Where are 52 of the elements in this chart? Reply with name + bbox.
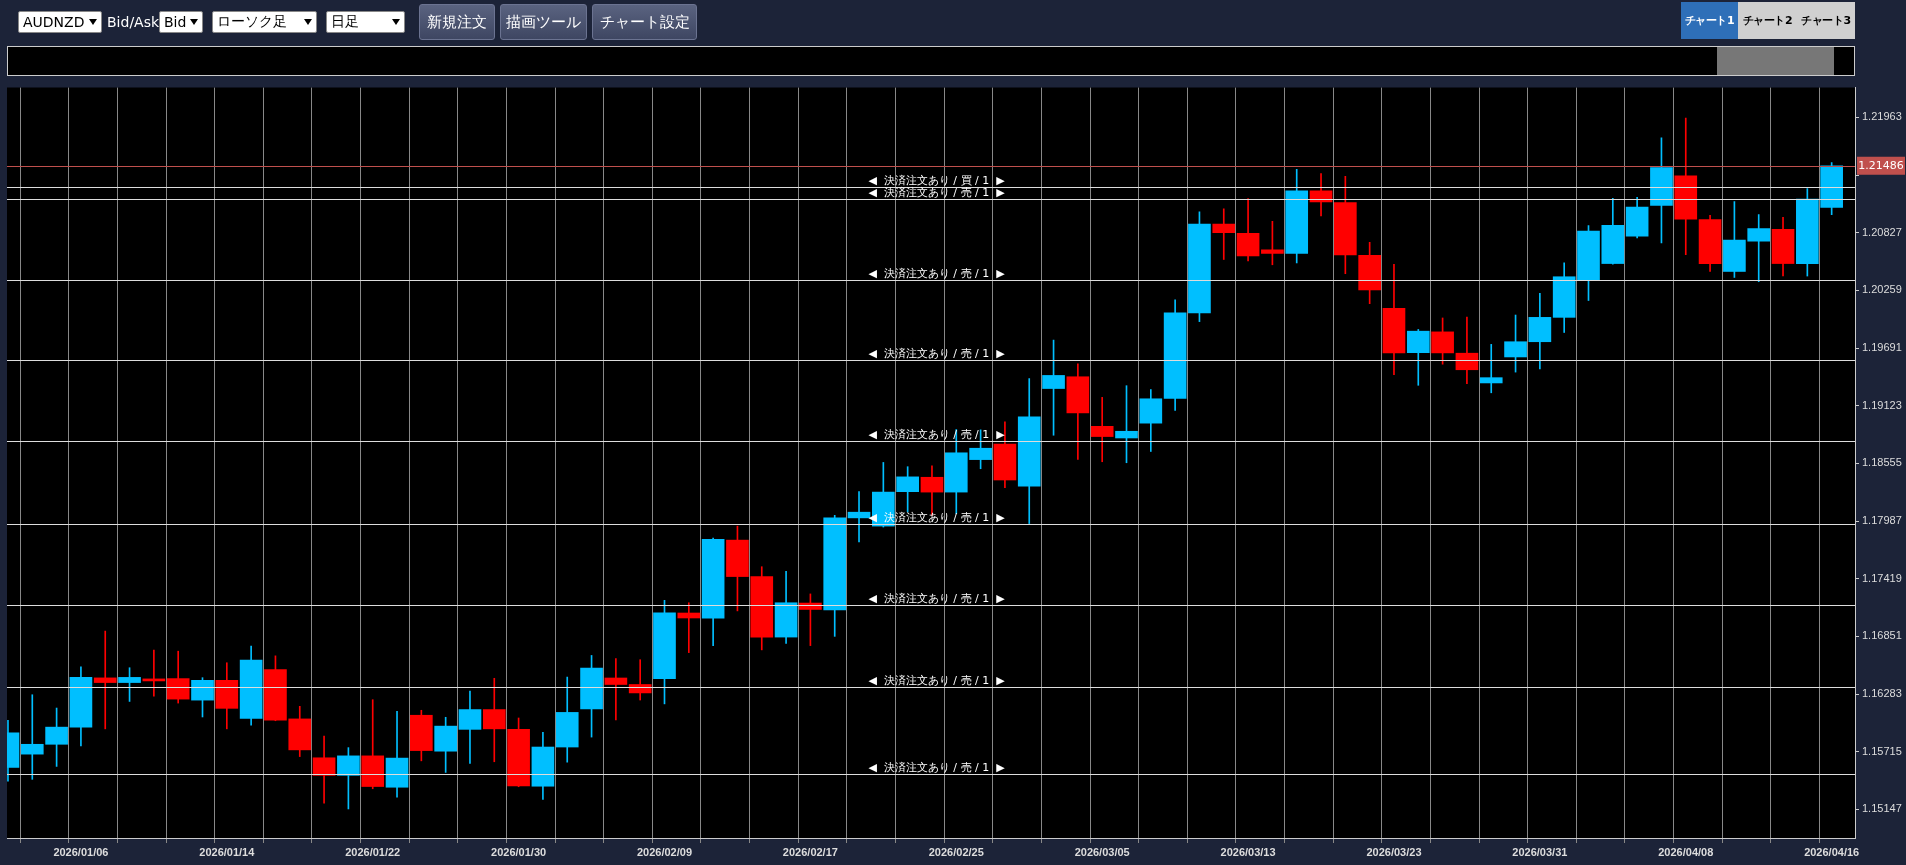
ref-line-label: ◀ 決済注文あり / 売 / 1 ▶ <box>868 266 1006 280</box>
y-tick-label: 1.16851 <box>1862 629 1902 642</box>
y-tick-label: 1.16283 <box>1862 687 1902 700</box>
x-tick-label: 2026/02/09 <box>636 845 693 858</box>
y-tick-label: 1.17419 <box>1862 571 1902 584</box>
text: 新規注文 <box>427 12 487 32</box>
text: Bid <box>164 14 187 30</box>
candlestick <box>677 602 701 653</box>
x-tick-label: 2026/01/14 <box>199 845 256 858</box>
x-tick-label: 2026/04/08 <box>1658 845 1714 858</box>
ref-line-label: ◀ 決済注文あり / 買 / 1 ▶ <box>868 173 1006 187</box>
ref-line-label: ◀ 決済注文あり / 売 / 1 ▶ <box>868 591 1006 605</box>
candlestick <box>93 630 117 730</box>
y-tick-label: 1.20827 <box>1862 225 1902 238</box>
x-tick-label: 2026/01/06 <box>53 845 109 858</box>
x-tick-label: 2026/04/16 <box>1804 845 1860 858</box>
ref-line-label: 1.21486 <box>1858 158 1904 172</box>
x-tick-label: 2026/03/31 <box>1512 845 1568 858</box>
text: Bid/Ask <box>107 14 160 30</box>
ref-line-label: ◀ 決済注文あり / 売 / 1 ▶ <box>868 760 1006 774</box>
candlestick <box>847 491 871 543</box>
text: 日足 <box>331 13 359 31</box>
text: チャート3 <box>1801 13 1851 28</box>
text: ローソク足 <box>217 13 287 31</box>
text: チャート設定 <box>599 12 690 32</box>
y-tick-label: 1.15147 <box>1862 802 1902 815</box>
x-tick-label: 2026/01/22 <box>345 845 401 858</box>
y-tick-label: 1.21963 <box>1862 110 1902 123</box>
y-tick-label: 1.15715 <box>1862 744 1902 757</box>
y-tick-label: 1.19691 <box>1862 341 1902 354</box>
candlestick <box>1212 208 1236 260</box>
text: チャート2 <box>1742 13 1793 28</box>
y-tick-label: 1.20259 <box>1862 283 1902 296</box>
x-tick-label: 2026/01/30 <box>491 845 547 858</box>
y-tick-label: 1.19123 <box>1862 398 1902 411</box>
candlestick <box>604 658 628 721</box>
y-tick-label: 1.17987 <box>1862 514 1902 527</box>
text: 描画ツール <box>506 12 581 32</box>
ref-line-label: ◀ 決済注文あり / 売 / 1 ▶ <box>868 185 1006 199</box>
x-tick-label: 2026/03/13 <box>1220 845 1276 858</box>
ref-line-label: ◀ 決済注文あり / 売 / 1 ▶ <box>868 346 1006 360</box>
text: チャート1 <box>1684 13 1735 28</box>
x-tick-label: 2026/03/05 <box>1074 845 1130 858</box>
candlestick <box>482 677 506 763</box>
ref-line-label: ◀ 決済注文あり / 売 / 1 ▶ <box>868 673 1006 687</box>
candlestick <box>1479 344 1503 394</box>
chart-title: AUDNZD <box>23 14 85 30</box>
x-tick-label: 2026/03/23 <box>1366 845 1422 858</box>
x-tick-label: 2026/02/25 <box>928 845 984 858</box>
y-tick-label: 1.18555 <box>1862 456 1902 469</box>
x-tick-label: 2026/02/17 <box>782 845 838 858</box>
candlestick <box>1090 397 1114 463</box>
